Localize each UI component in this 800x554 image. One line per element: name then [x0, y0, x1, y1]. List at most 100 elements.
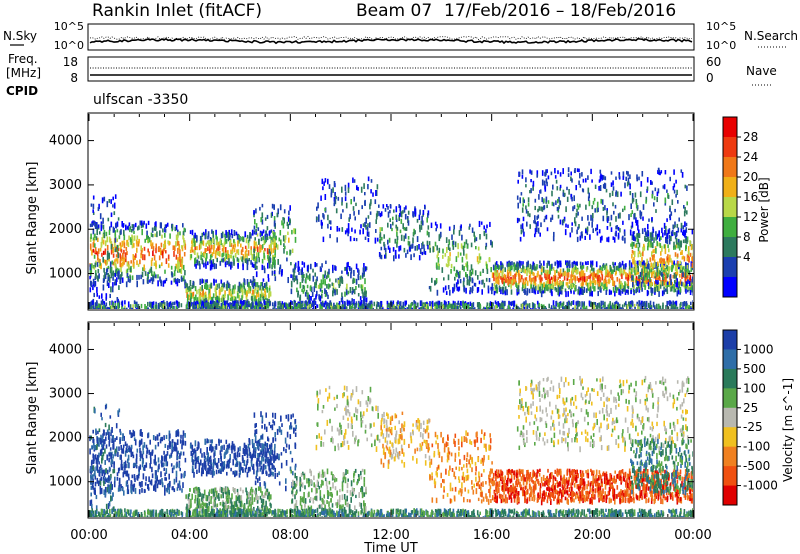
echo-cell [267, 255, 269, 259]
echo-cell [612, 186, 615, 191]
echo-cell [664, 276, 666, 281]
echo-cell [309, 285, 312, 292]
echo-cell [675, 238, 678, 245]
echo-cell [516, 264, 518, 270]
echo-cell [211, 263, 213, 270]
echo-cell [291, 301, 294, 305]
echo-cell [421, 215, 423, 221]
echo-cell [601, 174, 603, 181]
echo-cell [96, 262, 99, 267]
echo-cell [265, 304, 268, 309]
echo-cell [625, 176, 627, 182]
echo-cell [288, 237, 290, 243]
echo-cell [577, 211, 579, 216]
echo-cell [448, 239, 450, 243]
echo-cell [202, 295, 205, 301]
echo-cell [605, 188, 608, 193]
echo-cell [266, 233, 268, 237]
echo-cell [617, 287, 619, 291]
echo-cell [508, 266, 510, 271]
echo-cell [642, 301, 644, 308]
echo-cell [585, 267, 588, 272]
echo-cell [210, 282, 213, 289]
echo-cell [618, 265, 620, 272]
echo-cell [555, 287, 558, 293]
echo-cell [263, 252, 265, 259]
echo-cell [283, 217, 285, 224]
echo-cell [691, 282, 693, 288]
echo-cell [625, 272, 627, 277]
echo-cell [459, 303, 461, 308]
echo-cell [579, 184, 582, 188]
echo-cell [366, 303, 369, 308]
echo-cell [452, 287, 454, 294]
echo-cell [599, 305, 601, 309]
echo-cell [360, 186, 363, 193]
echo-cell [130, 238, 132, 245]
echo-cell [121, 271, 123, 277]
echo-cell [632, 258, 634, 265]
echo-cell [140, 274, 142, 280]
echo-cell [636, 177, 638, 182]
echo-cell [320, 283, 323, 289]
echo-cell [393, 304, 395, 309]
echo-cell [491, 303, 494, 307]
echo-cell [254, 256, 257, 262]
echo-cell [677, 281, 679, 286]
echo-cell [218, 308, 221, 309]
echo-cell [671, 308, 673, 309]
echo-cell [680, 307, 683, 309]
echo-cell [135, 307, 138, 309]
echo-cell [646, 229, 649, 235]
echo-cell [672, 275, 675, 279]
echo-cell [375, 190, 377, 197]
echo-cell [129, 276, 132, 282]
echo-cell [313, 286, 316, 292]
echo-cell [317, 284, 320, 289]
echo-cell [121, 252, 124, 259]
echo-cell [332, 187, 334, 193]
echo-cell [352, 177, 354, 183]
echo-cell [144, 238, 146, 243]
echo-cell [458, 272, 460, 279]
echo-cell [670, 211, 673, 216]
echo-cell [108, 252, 110, 259]
echo-cell [117, 217, 120, 221]
echo-cell [498, 272, 501, 279]
echo-cell [675, 274, 677, 280]
echo-cell [251, 229, 254, 236]
echo-cell [367, 176, 370, 182]
echo-cell [336, 289, 338, 295]
echo-cell [605, 290, 608, 295]
echo-cell [518, 278, 520, 284]
echo-cell [508, 278, 511, 284]
echo-cell [344, 196, 347, 202]
echo-cell [342, 209, 344, 213]
echo-cell [644, 285, 646, 290]
echo-cell [170, 265, 173, 270]
echo-cell [629, 306, 631, 309]
echo-cell [224, 238, 227, 245]
echo-cell [495, 279, 497, 284]
echo-cell [547, 287, 549, 292]
echo-cell [183, 227, 186, 232]
echo-cell [453, 308, 456, 309]
echo-cell [603, 287, 605, 291]
echo-cell [673, 272, 676, 279]
echo-cell [681, 281, 683, 287]
echo-cell [680, 222, 683, 229]
echo-cell [673, 241, 675, 248]
echo-cell [659, 284, 662, 289]
echo-cell [207, 302, 210, 308]
echo-cell [215, 229, 217, 236]
echo-cell [92, 300, 94, 306]
echo-cell [341, 308, 344, 309]
echo-cell [255, 287, 257, 291]
echo-cell [493, 277, 495, 282]
echo-cell [278, 308, 281, 309]
echo-cell [431, 300, 434, 307]
echo-cell [634, 269, 636, 276]
echo-cell [624, 289, 627, 294]
echo-cell [630, 213, 632, 218]
echo-cell [631, 249, 634, 254]
